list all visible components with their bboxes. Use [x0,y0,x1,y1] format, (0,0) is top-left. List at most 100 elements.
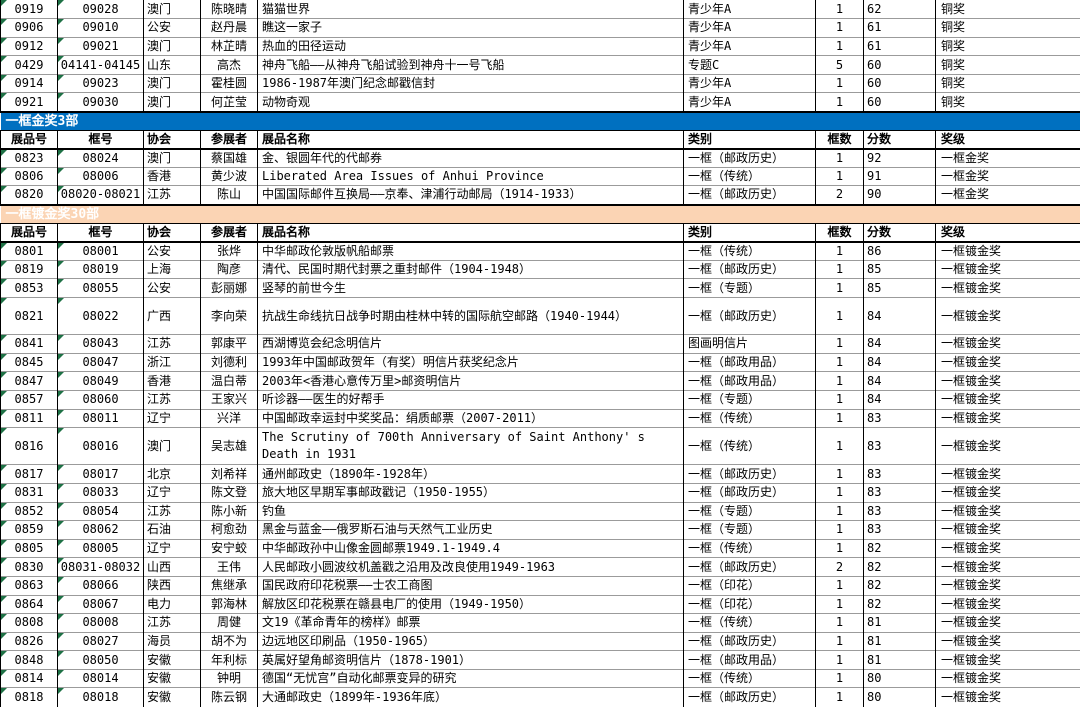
exhibit-name-cell[interactable]: 清代、民国时期代封票之重封邮件（1904-1948） [258,260,684,279]
exhibit-name-cell[interactable]: 旅大地区早期军事邮政戳记（1950-1955） [258,483,684,502]
association-cell[interactable]: 海员 [144,632,201,651]
award-level-cell[interactable]: 一框镀金奖 [936,372,1080,391]
frame-number-cell[interactable]: 08016 [58,428,144,465]
award-level-cell[interactable]: 铜奖 [936,0,1080,19]
association-cell[interactable]: 香港 [144,167,201,186]
category-cell[interactable]: 图画明信片 [684,335,816,354]
award-level-cell[interactable]: 铜奖 [936,93,1080,112]
association-cell[interactable]: 辽宁 [144,483,201,502]
frame-number-cell[interactable]: 04141-04145 [58,56,144,75]
frame-number-cell[interactable]: 08049 [58,372,144,391]
category-cell[interactable]: 青少年A [684,19,816,38]
category-cell[interactable]: 一框（邮政用品） [684,372,816,391]
category-cell[interactable]: 青少年A [684,37,816,56]
frame-number-cell[interactable]: 08005 [58,539,144,558]
association-cell[interactable]: 澳门 [144,428,201,465]
exhibit-number-cell[interactable]: 0841 [1,335,58,354]
frame-number-cell[interactable]: 08017 [58,465,144,484]
exhibit-name-cell[interactable]: 金、银圆年代的代邮券 [258,149,684,168]
exhibit-name-cell[interactable]: 中国国际邮件互换局——京奉、津浦行动邮局（1914-1933） [258,186,684,205]
association-cell[interactable]: 澳门 [144,37,201,56]
frame-count-cell[interactable]: 1 [816,390,864,409]
exhibitor-cell[interactable]: 陈晓晴 [201,0,258,19]
award-level-cell[interactable]: 一框镀金奖 [936,260,1080,279]
exhibit-name-cell[interactable]: 人民邮政小圆波纹机盖戳之沿用及改良使用1949-1963 [258,558,684,577]
category-cell[interactable]: 一框（传统） [684,242,816,261]
score-cell[interactable]: 81 [864,651,936,670]
category-cell[interactable]: 专题C [684,56,816,75]
exhibit-number-cell[interactable]: 0853 [1,279,58,298]
exhibitor-cell[interactable]: 彭丽娜 [201,279,258,298]
category-cell[interactable]: 一框（传统） [684,167,816,186]
exhibit-name-cell[interactable]: 大通邮政史（1899年-1936年底） [258,688,684,707]
column-header-4[interactable]: 展品名称 [258,130,684,149]
frame-count-cell[interactable]: 1 [816,19,864,38]
frame-number-cell[interactable]: 09010 [58,19,144,38]
column-header-2[interactable]: 协会 [144,223,201,242]
exhibit-name-cell[interactable]: Liberated Area Issues of Anhui Province [258,167,684,186]
score-cell[interactable]: 82 [864,595,936,614]
frame-count-cell[interactable]: 1 [816,614,864,633]
score-cell[interactable]: 80 [864,688,936,707]
exhibit-number-cell[interactable]: 0857 [1,390,58,409]
association-cell[interactable]: 安徽 [144,651,201,670]
exhibitor-cell[interactable]: 焦继承 [201,576,258,595]
exhibitor-cell[interactable]: 陈小新 [201,502,258,521]
frame-number-cell[interactable]: 08024 [58,149,144,168]
exhibitor-cell[interactable]: 吴志雄 [201,428,258,465]
frame-number-cell[interactable]: 08011 [58,409,144,428]
exhibitor-cell[interactable]: 霍桂圆 [201,74,258,93]
column-header-0[interactable]: 展品号 [1,223,58,242]
exhibit-number-cell[interactable]: 0811 [1,409,58,428]
award-level-cell[interactable]: 一框金奖 [936,167,1080,186]
frame-number-cell[interactable]: 08033 [58,483,144,502]
association-cell[interactable]: 辽宁 [144,409,201,428]
association-cell[interactable]: 陕西 [144,576,201,595]
category-cell[interactable]: 一框（邮政历史） [684,483,816,502]
exhibit-name-cell[interactable]: 抗战生命线抗日战争时期由桂林中转的国际航空邮路（1940-1944） [258,298,684,335]
award-level-cell[interactable]: 铜奖 [936,37,1080,56]
association-cell[interactable]: 香港 [144,372,201,391]
frame-number-cell[interactable]: 08066 [58,576,144,595]
exhibit-number-cell[interactable]: 0801 [1,242,58,261]
association-cell[interactable]: 公安 [144,242,201,261]
category-cell[interactable]: 一框（邮政历史） [684,688,816,707]
score-cell[interactable]: 81 [864,614,936,633]
column-header-1[interactable]: 框号 [58,130,144,149]
exhibitor-cell[interactable]: 林芷晴 [201,37,258,56]
frame-count-cell[interactable]: 1 [816,669,864,688]
exhibit-name-cell[interactable]: 西湖博览会纪念明信片 [258,335,684,354]
exhibitor-cell[interactable]: 李向荣 [201,298,258,335]
frame-count-cell[interactable]: 1 [816,260,864,279]
exhibitor-cell[interactable]: 兴洋 [201,409,258,428]
association-cell[interactable]: 山西 [144,558,201,577]
exhibit-number-cell[interactable]: 0830 [1,558,58,577]
column-header-3[interactable]: 参展者 [201,130,258,149]
frame-number-cell[interactable]: 08001 [58,242,144,261]
score-cell[interactable]: 83 [864,465,936,484]
frame-number-cell[interactable]: 09028 [58,0,144,19]
frame-number-cell[interactable]: 08043 [58,335,144,354]
award-level-cell[interactable]: 一框镀金奖 [936,390,1080,409]
award-level-cell[interactable]: 一框镀金奖 [936,465,1080,484]
frame-number-cell[interactable]: 08055 [58,279,144,298]
association-cell[interactable]: 北京 [144,465,201,484]
score-cell[interactable]: 85 [864,279,936,298]
frame-count-cell[interactable]: 1 [816,651,864,670]
frame-number-cell[interactable]: 08054 [58,502,144,521]
exhibit-number-cell[interactable]: 0806 [1,167,58,186]
frame-count-cell[interactable]: 1 [816,576,864,595]
category-cell[interactable]: 一框（邮政历史） [684,632,816,651]
score-cell[interactable]: 82 [864,558,936,577]
award-level-cell[interactable]: 一框镀金奖 [936,688,1080,707]
award-level-cell[interactable]: 铜奖 [936,56,1080,75]
exhibitor-cell[interactable]: 何芷莹 [201,93,258,112]
exhibitor-cell[interactable]: 王伟 [201,558,258,577]
frame-number-cell[interactable]: 08031-08032 [58,558,144,577]
column-header-8[interactable]: 奖级 [936,130,1080,149]
score-cell[interactable]: 82 [864,539,936,558]
exhibit-name-cell[interactable]: 中国邮政幸运封中奖奖品：绢质邮票（2007-2011） [258,409,684,428]
award-level-cell[interactable]: 一框镀金奖 [936,539,1080,558]
frame-count-cell[interactable]: 1 [816,353,864,372]
association-cell[interactable]: 澳门 [144,93,201,112]
